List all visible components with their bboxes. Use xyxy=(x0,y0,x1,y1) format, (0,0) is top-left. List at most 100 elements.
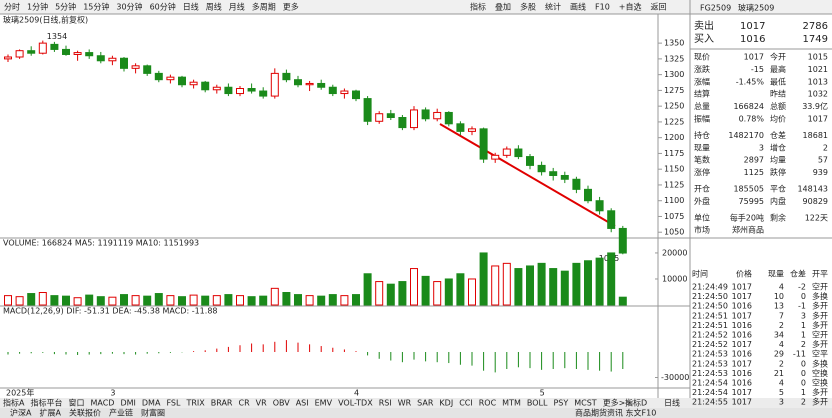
tool-button[interactable]: 画线 xyxy=(570,2,586,12)
indicator-tab[interactable]: VR xyxy=(256,399,267,408)
indicator-tab[interactable]: KDJ xyxy=(439,399,453,408)
candle-body xyxy=(143,65,152,74)
y-tick-label: 1075 xyxy=(664,212,684,221)
indicator-tab[interactable]: PSY xyxy=(553,399,568,408)
candle-body xyxy=(549,171,558,176)
indicator-tab[interactable]: CCI xyxy=(459,399,473,408)
status-tab[interactable]: 关联报价 xyxy=(69,408,101,418)
indicator-tab[interactable]: ROC xyxy=(479,399,497,408)
volume-bar xyxy=(247,296,256,306)
y-tick-label: 10000 xyxy=(662,274,687,283)
status-bg xyxy=(0,408,832,418)
tool-button[interactable]: F10 xyxy=(595,3,610,12)
trade-cell: 1016 xyxy=(732,379,752,388)
candle-body xyxy=(363,98,372,122)
volume-bar xyxy=(560,270,569,306)
volume-bar xyxy=(352,294,360,306)
volume-bar xyxy=(131,295,140,306)
trade-cell: 多换 xyxy=(812,358,828,368)
indicator-tab[interactable]: MCST xyxy=(574,399,597,408)
book-price: 1016 xyxy=(740,34,765,45)
indicator-tab[interactable]: 更多>> xyxy=(603,398,632,408)
volume-bar xyxy=(398,281,407,306)
tool-button[interactable]: 指标 xyxy=(470,2,486,12)
trade-cell: 13 xyxy=(774,302,784,311)
candle-body xyxy=(526,156,534,166)
period-button[interactable]: 日线 xyxy=(183,2,199,12)
quote-label: 单位 xyxy=(694,212,710,222)
period-button[interactable]: 更多 xyxy=(283,2,299,12)
book-label: 卖出 xyxy=(694,19,714,32)
period-tab[interactable]: 日线 xyxy=(664,398,680,408)
candle-body xyxy=(166,76,175,81)
volume-bar xyxy=(514,268,523,306)
volume-bar xyxy=(328,294,337,306)
period-button[interactable]: 15分钟 xyxy=(83,2,109,12)
volume-bar xyxy=(259,295,268,306)
volume-bar xyxy=(479,252,488,306)
quote-value: 1017 xyxy=(744,53,764,62)
candle-body xyxy=(259,90,268,97)
quote-label: 开仓 xyxy=(694,184,710,194)
y-tick-label: 1325 xyxy=(664,54,684,63)
period-button[interactable]: 分时 xyxy=(4,2,20,12)
period-button[interactable]: 周线 xyxy=(206,2,222,12)
indicator-tab[interactable]: SAR xyxy=(417,399,434,408)
trade-cell: 21:24:53 xyxy=(692,359,728,368)
quote-code: FG2509 xyxy=(700,4,731,13)
indicator-tab[interactable]: MTM xyxy=(502,399,521,408)
period-button[interactable]: 5分钟 xyxy=(55,2,76,12)
trade-header: 仓差 xyxy=(790,269,806,279)
indicator-tab[interactable]: MACD xyxy=(90,399,114,408)
indicator-tab[interactable]: DMI xyxy=(120,399,135,408)
period-button[interactable]: 多周期 xyxy=(252,2,276,12)
trade-header: 现量 xyxy=(768,270,784,279)
y-tick-label: 1275 xyxy=(664,86,684,95)
status-tab[interactable]: 沪深A xyxy=(10,408,32,418)
indicator-tab[interactable]: BRAR xyxy=(211,399,233,408)
indicator-tab[interactable]: WR xyxy=(398,399,412,408)
indicator-tab[interactable]: 指标平台 xyxy=(30,398,62,408)
indicator-tab[interactable]: VOL-TDX xyxy=(338,399,373,408)
quote-value: 148143 xyxy=(797,185,828,194)
trade-cell: 3 xyxy=(779,398,784,407)
y-tick-label: 1250 xyxy=(664,102,684,111)
status-tab[interactable]: 扩展A xyxy=(39,408,61,418)
candle-body xyxy=(4,56,12,60)
volume-bar xyxy=(468,278,476,306)
indicator-tab[interactable]: RSI xyxy=(379,399,392,408)
indicator-tab[interactable]: 窗口 xyxy=(68,398,84,408)
period-button[interactable]: 月线 xyxy=(229,2,245,12)
tool-button[interactable]: 返回 xyxy=(650,3,666,12)
trade-cell: 21:24:49 xyxy=(692,283,728,292)
volume-bar xyxy=(236,295,244,306)
indicator-tab[interactable]: OBV xyxy=(273,399,291,408)
tool-button[interactable]: 统计 xyxy=(545,2,561,12)
y-tick-label: 1300 xyxy=(664,70,684,79)
candle-body xyxy=(247,88,256,92)
indicator-tab[interactable]: CR xyxy=(239,399,251,408)
indicator-tab[interactable]: EMV xyxy=(315,399,333,408)
period-button[interactable]: 60分钟 xyxy=(150,2,176,12)
indicator-tab[interactable]: FSL xyxy=(166,399,181,408)
status-tab[interactable]: 产业链 xyxy=(109,408,133,418)
trade-cell: 7 xyxy=(779,311,784,320)
trade-cell: 29 xyxy=(774,350,784,359)
tool-button[interactable]: +自选 xyxy=(619,2,642,12)
indicator-tab[interactable]: 指标D xyxy=(625,398,647,408)
indicator-tab[interactable]: ASI xyxy=(296,399,309,408)
candle-body xyxy=(491,154,500,160)
trade-cell: 2 xyxy=(801,340,806,349)
candle-body xyxy=(572,178,581,190)
indicator-tab[interactable]: DMA xyxy=(142,399,161,408)
status-tab[interactable]: 财富圈 xyxy=(141,408,165,418)
tool-button[interactable]: 多股 xyxy=(520,2,536,12)
tool-button[interactable]: 叠加 xyxy=(495,2,511,12)
quote-value: 166824 xyxy=(733,102,764,111)
indicator-tab[interactable]: 指标A xyxy=(3,398,25,408)
indicator-tab[interactable]: TRIX xyxy=(185,399,205,408)
indicator-tab[interactable]: BOLL xyxy=(527,399,548,408)
period-button[interactable]: 1分钟 xyxy=(27,2,48,12)
candle-body xyxy=(189,81,198,86)
period-button[interactable]: 30分钟 xyxy=(116,2,142,12)
